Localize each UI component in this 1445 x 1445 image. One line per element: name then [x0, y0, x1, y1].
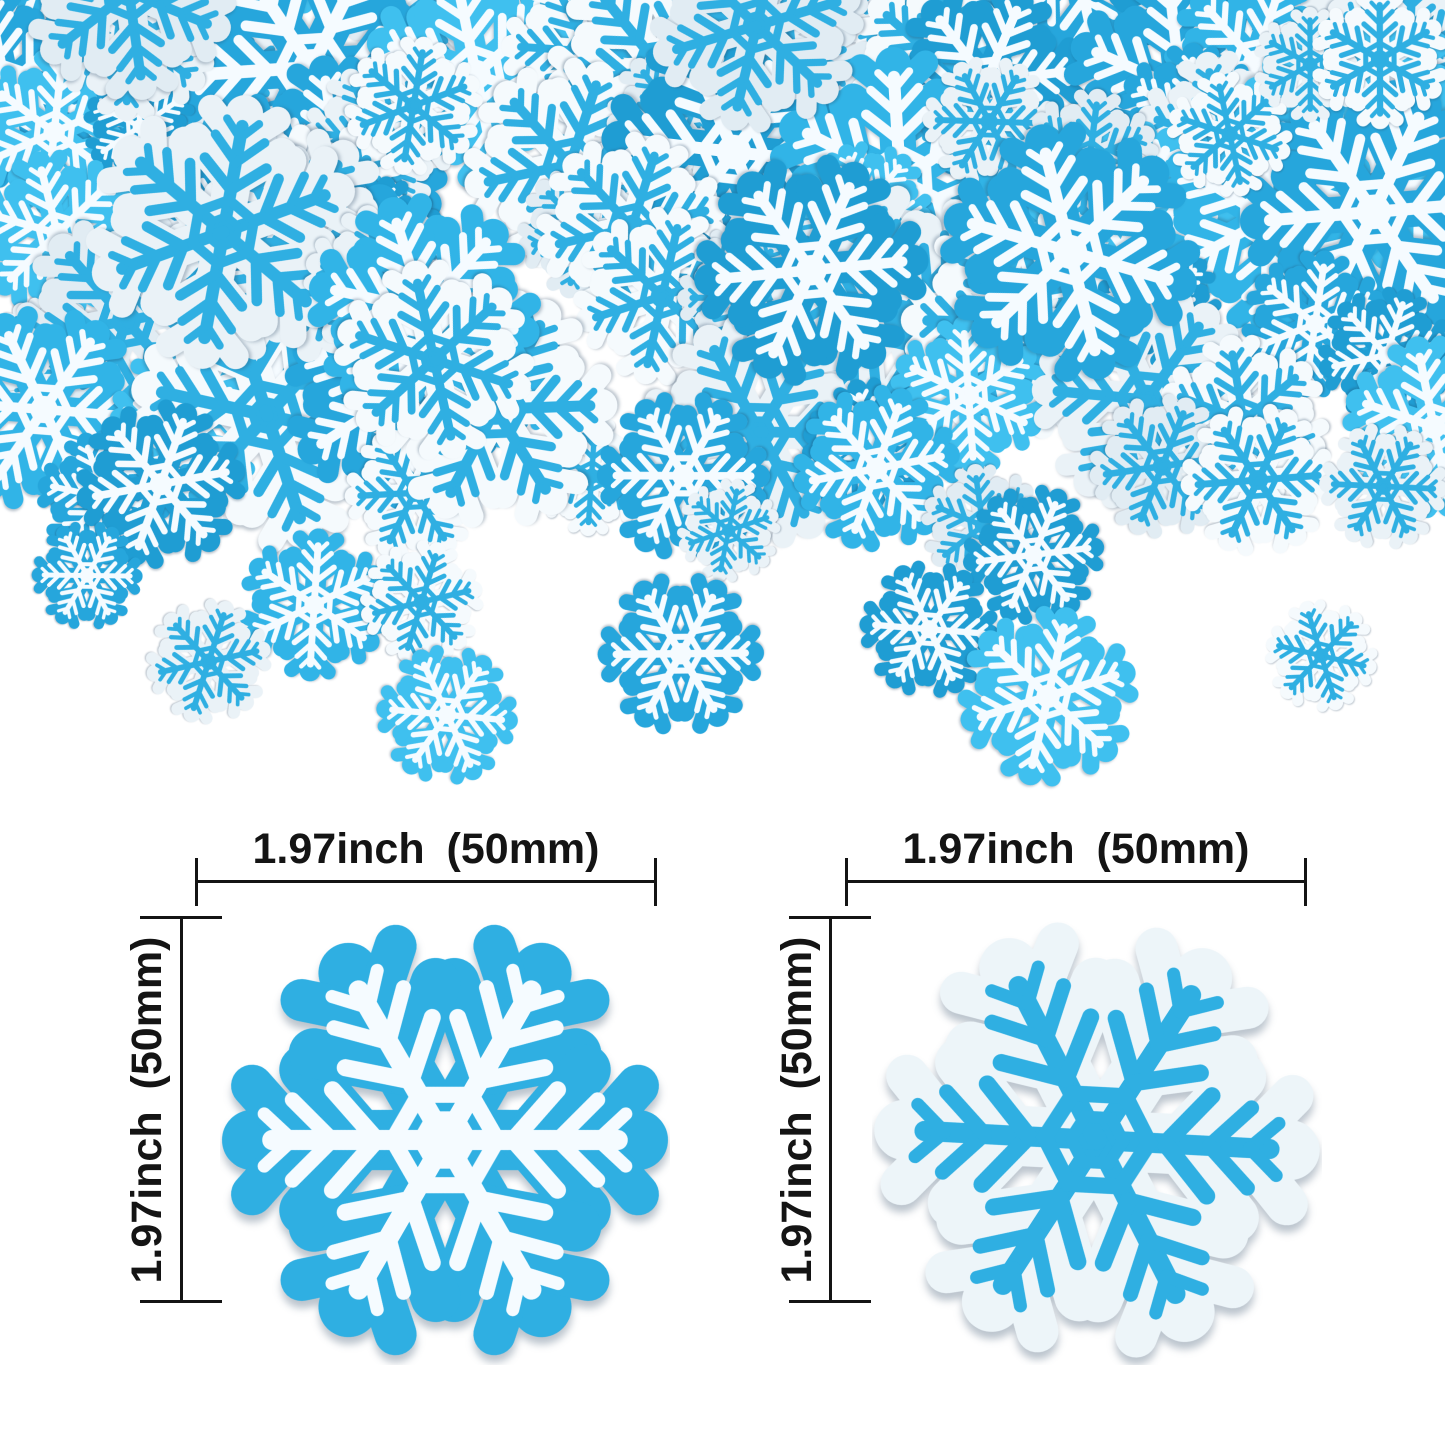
confetti-snowflake: [1258, 594, 1385, 717]
right-height-label: 1.97inch (50mm): [773, 936, 821, 1284]
left-height-tick-start: [140, 916, 222, 919]
confetti-pile: [0, 0, 1445, 840]
left-width-label: 1.97inch (50mm): [252, 825, 600, 873]
blue-snowflake-sample: [220, 915, 670, 1365]
confetti-snowflake: [1325, 426, 1442, 548]
confetti-snowflake: [38, 525, 135, 627]
left-height-label: 1.97inch (50mm): [123, 936, 171, 1284]
left-width-tick-start: [195, 858, 198, 906]
right-height-tick-start: [789, 916, 871, 919]
right-width-tick-end: [1304, 858, 1307, 906]
left-width-tick-end: [654, 858, 657, 906]
right-height-dimension-line: [829, 918, 832, 1303]
confetti-snowflake: [580, 554, 782, 754]
right-width-dimension-line: [845, 880, 1307, 883]
confetti-snowflake: [1316, 0, 1443, 120]
right-height-tick-end: [789, 1300, 871, 1303]
right-width-label: 1.97inch (50mm): [902, 825, 1250, 873]
left-width-dimension-line: [195, 880, 657, 883]
left-height-tick-end: [140, 1300, 222, 1303]
confetti-pile-layer: [0, 0, 1445, 798]
left-height-dimension-line: [180, 918, 183, 1303]
white-snowflake-sample: [872, 915, 1322, 1365]
right-width-tick-start: [845, 858, 848, 906]
